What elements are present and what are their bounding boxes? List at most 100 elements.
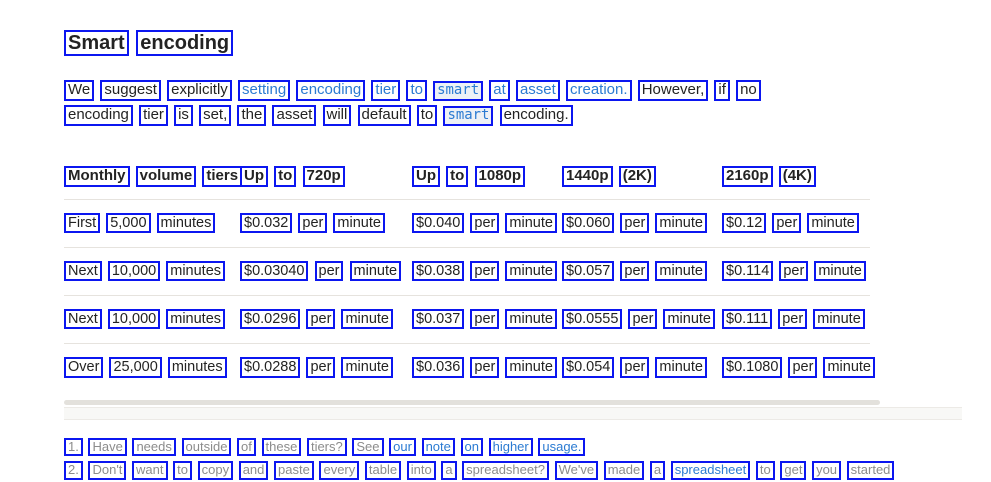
price-cell: $0.038 per minute xyxy=(412,247,562,297)
word-box: minute xyxy=(505,357,557,378)
word-box: per xyxy=(470,309,500,330)
word-box: copy xyxy=(197,461,234,480)
link-word-box[interactable]: note xyxy=(421,437,455,457)
word-box: Don't xyxy=(88,461,127,480)
word-box: per xyxy=(772,212,802,234)
word-box: (2K) xyxy=(618,165,656,187)
link-word-box[interactable]: encoding xyxy=(296,80,366,102)
price-cell: $0.0296 per minute xyxy=(240,295,412,345)
header-up-to-1080p: Up to 1080p xyxy=(412,161,562,200)
docs-page: Smart encoding We suggest explicitly set… xyxy=(64,30,962,480)
header-2160p-4k: 2160p (4K) xyxy=(722,161,870,200)
word-box: minute xyxy=(505,261,557,282)
word-box: $0.038 xyxy=(412,261,465,282)
word-box: $0.111 xyxy=(722,309,773,330)
word-box: Smart xyxy=(64,30,129,57)
word-box: outside xyxy=(181,437,232,457)
tier-cell: First 5,000 minutes xyxy=(64,199,240,249)
price-cell: $0.03040 per minute xyxy=(240,247,412,297)
word-box: $0.03040 xyxy=(240,261,309,282)
word-box: Up xyxy=(240,165,268,187)
link-word-box[interactable]: higher xyxy=(488,437,533,457)
word-box: See xyxy=(352,437,384,457)
price-cell: $0.036 per minute xyxy=(412,344,562,392)
word-box: smart xyxy=(433,81,484,102)
word-box: 25,000 xyxy=(109,357,162,378)
word-box: and xyxy=(238,461,269,480)
word-box: $0.057 xyxy=(562,261,615,282)
link-word-box[interactable]: creation. xyxy=(565,80,632,102)
pricing-table: Monthly volume tiers Up to 720p Up to 10… xyxy=(64,161,875,392)
table-row: Over 25,000 minutes $0.0288 per minute $… xyxy=(64,344,875,392)
word-box: minute xyxy=(655,261,707,282)
word-box: to xyxy=(755,461,775,480)
word-box: minute xyxy=(823,357,875,378)
word-box: minute xyxy=(505,309,557,330)
word-box: minute xyxy=(807,212,859,234)
word-box: the xyxy=(237,105,267,126)
word-box: encoding. xyxy=(499,105,573,126)
link-word-box[interactable]: to xyxy=(406,80,427,102)
word-box: a xyxy=(649,461,666,480)
word-box: to xyxy=(416,105,438,126)
word-box: $0.114 xyxy=(722,261,774,282)
word-box: First xyxy=(64,212,101,234)
link-word-box[interactable]: spreadsheet xyxy=(670,461,751,480)
word-box: default xyxy=(357,105,411,126)
word-box: started xyxy=(846,461,895,480)
word-box: set, xyxy=(199,105,232,126)
word-box: will xyxy=(322,105,352,126)
word-box: a xyxy=(441,461,457,480)
price-cell: $0.111 per minute xyxy=(722,295,870,345)
word-box: made xyxy=(603,461,645,480)
tier-cell: Next 10,000 minutes xyxy=(64,247,240,297)
price-cell: $0.114 per minute xyxy=(722,247,870,297)
word-box: tiers? xyxy=(306,437,347,457)
page-title: Smart encoding xyxy=(64,30,934,58)
word-box: Monthly xyxy=(64,165,130,187)
word-box: spreadsheet? xyxy=(462,461,549,480)
word-box: per xyxy=(306,309,336,330)
link-word-box[interactable]: usage. xyxy=(538,437,586,457)
word-box: $0.0288 xyxy=(240,357,301,378)
word-box: tier xyxy=(139,105,168,126)
word-box: per xyxy=(314,261,344,282)
word-box: 10,000 xyxy=(107,309,161,330)
word-box: per xyxy=(788,357,818,378)
word-box: $0.036 xyxy=(412,357,465,378)
word-box: to xyxy=(274,165,297,187)
word-box: to xyxy=(173,461,192,480)
word-box: minute xyxy=(349,261,402,282)
link-word-box[interactable]: tier xyxy=(371,80,401,102)
word-box: We xyxy=(64,80,95,102)
link-word-box[interactable]: asset xyxy=(515,80,560,102)
word-box: suggest xyxy=(100,80,161,102)
word-box: needs xyxy=(132,437,176,457)
word-box: $0.060 xyxy=(562,212,615,234)
price-cell: $0.12 per minute xyxy=(722,199,870,249)
word-box: per xyxy=(620,357,650,378)
word-box: tiers xyxy=(202,165,243,187)
scrollbar-thumb[interactable] xyxy=(64,399,880,405)
word-box: 5,000 xyxy=(106,212,151,234)
link-word-box[interactable]: at xyxy=(489,80,510,102)
word-box: minutes xyxy=(156,212,216,234)
word-box: encoding xyxy=(136,30,234,57)
word-box: minute xyxy=(505,212,557,234)
word-box: per xyxy=(778,309,808,330)
price-cell: $0.032 per minute xyxy=(240,199,412,249)
word-box: minute xyxy=(814,261,866,282)
footnote-1: 1. Have needs outside of these tiers? Se… xyxy=(64,436,934,459)
table-header-row: Monthly volume tiers Up to 720p Up to 10… xyxy=(64,161,870,200)
word-box: 1440p xyxy=(562,165,613,187)
link-word-box[interactable]: on xyxy=(460,437,483,457)
link-word-box[interactable]: our xyxy=(389,437,416,457)
word-box: Next xyxy=(64,261,102,282)
link-word-box[interactable]: setting xyxy=(237,80,291,102)
word-box: into xyxy=(406,461,436,480)
word-box: 2. xyxy=(64,461,83,480)
word-box: minutes xyxy=(166,309,226,330)
word-box: Next xyxy=(64,309,102,330)
word-box: $0.032 xyxy=(240,212,293,234)
price-cell: $0.057 per minute xyxy=(562,247,722,297)
